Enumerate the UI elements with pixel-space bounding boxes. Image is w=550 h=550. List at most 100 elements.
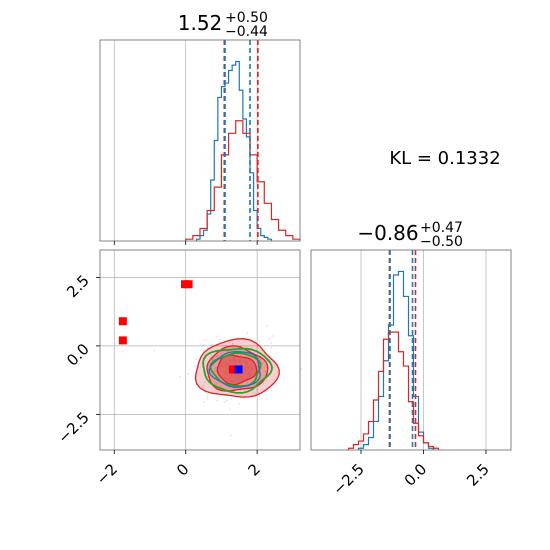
sample-point [216,396,218,398]
sample-point [244,389,246,391]
sample-point [220,352,223,355]
sample-point [266,398,269,401]
sample-point [239,354,242,357]
kl-annotation: KL = 0.1332 [389,148,500,169]
sample-point [244,370,246,373]
sample-point [272,366,275,369]
p1-axes-frame [99,39,301,242]
sample-point [248,370,251,372]
sample-point [237,374,239,377]
sample-point [266,325,269,327]
sample-point [234,359,237,362]
sample-point [206,397,208,400]
sample-point [220,361,223,363]
sample-point [246,363,248,365]
sample-point [216,335,219,338]
sample-point [239,360,242,362]
sample-point [238,360,241,363]
sample-point [254,392,257,395]
title-value-param2: −0.86 [357,221,418,245]
sample-point [223,400,226,403]
histogram-panel-param2: −0.86 +0.47 −0.50 −2.5 0.0 2.5 [310,220,512,499]
sample-point [216,356,219,359]
scatter-xtick-label-2: 2 [244,460,263,479]
sample-point [256,388,259,391]
p1-hist-series-1 [185,120,301,241]
sample-point [251,366,254,369]
sample-point [300,368,303,371]
title-sub-param2: −0.50 [420,234,463,250]
sample-point [233,356,235,359]
title-sup-param1: +0.50 [225,10,268,26]
p2-xtick-label-0: −2.5 [329,460,367,498]
sample-point [230,360,232,362]
p2-xtick-label-2: 2.5 [463,460,493,490]
sample-point [243,368,246,371]
sample-point [210,353,213,356]
sample-point [246,331,249,334]
sample-point [269,342,272,345]
sample-point [232,380,235,383]
sample-point [251,367,254,370]
sample-point [194,365,196,368]
outlier-marker-3 [184,280,193,289]
sample-point [230,374,233,376]
sample-point [251,379,253,382]
sample-point [227,362,230,364]
sample-point [221,366,224,369]
sample-point [226,363,229,366]
sample-point [235,382,238,384]
sample-point [244,339,247,342]
sample-point [218,338,221,341]
sample-point [238,360,241,363]
sample-point [247,359,250,361]
sample-point [247,356,250,358]
density-panel-2d: −2 0 2 −2.5 0.0 2.5 [54,249,303,488]
sample-point [265,379,268,382]
sample-point [227,359,230,361]
sample-point [246,369,249,371]
sample-point [222,361,225,364]
sample-point [206,346,209,349]
sample-point [271,335,274,337]
sample-point [248,373,251,376]
sample-point [244,364,247,367]
sample-point [211,358,214,361]
sample-point [229,398,232,401]
title-value-param1: 1.52 [178,11,223,35]
sample-point [264,370,267,373]
sample-point [236,336,239,339]
title-sub-param1: −0.44 [225,24,268,40]
p2-axes-frame [310,249,512,451]
sample-point [247,366,250,369]
sample-point [215,381,218,384]
outlier-marker-1 [118,336,127,345]
sample-point [268,366,270,369]
sample-point [179,375,181,378]
sample-point [202,343,205,346]
sample-point [232,387,235,390]
scatter-xtick-label-1: 0 [173,460,192,479]
sample-point [245,362,248,364]
p2-hist-series-0 [357,270,435,450]
sample-point [204,339,207,341]
sample-point [246,367,249,369]
sample-point [240,375,243,378]
sample-point [187,372,190,375]
sample-point [239,389,242,392]
sample-point [241,377,244,380]
sample-point [250,368,253,370]
sample-point [215,354,218,357]
sample-point [247,372,250,374]
scatter-ytick-label-2: 2.5 [63,271,93,301]
sample-point [229,434,232,437]
sample-point [234,359,237,362]
p2-xtick-label-1: 0.0 [401,460,431,490]
scatter-ytick-label-1: 0.0 [63,340,93,370]
outlier-marker-4 [228,365,237,374]
sample-point [268,337,270,340]
sample-point [229,376,231,379]
sample-point [195,358,198,361]
sample-point [213,367,216,370]
